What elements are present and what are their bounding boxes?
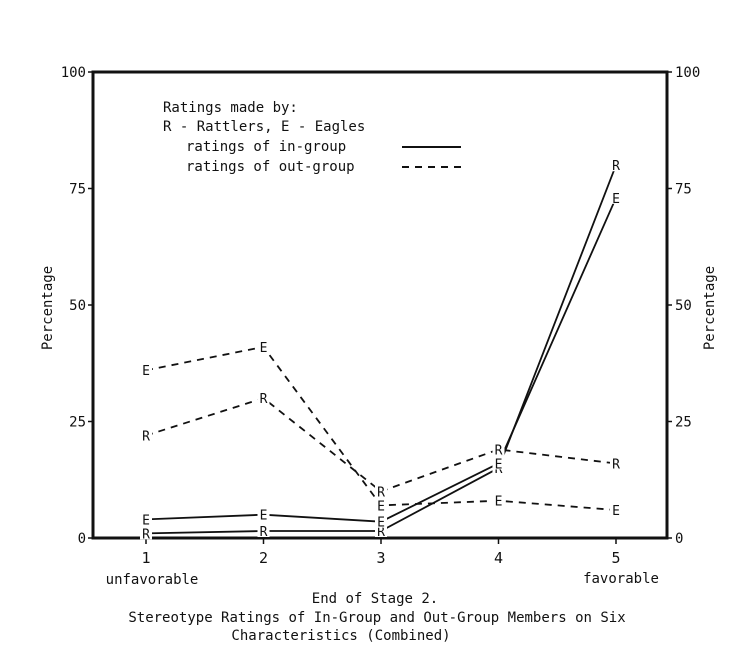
marker-backdrop (257, 338, 270, 353)
x-tick-label: 3 (376, 549, 385, 567)
marker-backdrop (140, 511, 152, 526)
y-tick-label-right: 75 (675, 182, 692, 198)
data-marker-R: R (142, 429, 150, 444)
marker-backdrop (492, 492, 505, 507)
marker-backdrop (375, 483, 387, 498)
series-line-R-solid (145, 164, 617, 535)
chart-title: Stereotype Ratings of In-Group and Out-G… (128, 610, 625, 626)
marker-backdrop (610, 455, 622, 470)
marker-backdrop (610, 189, 622, 204)
y-tick-label-right: 25 (675, 415, 692, 431)
x-tick-label: 5 (611, 549, 620, 567)
data-marker-E: E (142, 513, 150, 528)
x-tick-label: 2 (259, 549, 268, 567)
series-line-E-solid (145, 197, 617, 523)
marker-backdrop (375, 497, 387, 512)
marker-backdrop (257, 506, 270, 521)
data-marker-R: R (142, 527, 150, 542)
marker-backdrop (257, 390, 270, 405)
legend-key: R - Rattlers, E - Eagles (163, 119, 365, 135)
data-marker-E: E (260, 509, 268, 524)
data-marker-E: E (142, 364, 150, 379)
x-label-favorable: favorable (583, 571, 659, 587)
data-marker-E: E (495, 495, 503, 510)
data-marker-E: E (612, 504, 620, 519)
series-line-R-dashed (145, 397, 617, 493)
data-marker-R: R (377, 525, 385, 540)
y-tick-label-left: 75 (69, 182, 86, 198)
data-marker-R: R (377, 485, 385, 500)
y-tick-label-right: 0 (675, 531, 683, 547)
data-marker-R: R (495, 462, 503, 477)
y-tick-label-left: 25 (69, 415, 86, 431)
data-marker-R: R (612, 457, 620, 472)
x-tick-label: 4 (494, 549, 503, 567)
data-marker-E: E (377, 516, 385, 531)
marker-backdrop (492, 455, 505, 470)
marker-backdrop (140, 525, 152, 540)
legend-in-group-label: ratings of in-group (186, 139, 346, 155)
data-marker-R: R (495, 443, 503, 458)
data-marker-R: R (260, 392, 268, 407)
y-tick-label-left: 50 (69, 298, 86, 314)
data-marker-E: E (495, 457, 503, 472)
y-tick-label-right: 50 (675, 298, 692, 314)
legend: Ratings made by: R - Rattlers, E - Eagle… (163, 100, 461, 175)
marker-backdrop (375, 513, 387, 528)
x-tick-label: 1 (141, 549, 150, 567)
marker-backdrop (140, 427, 152, 442)
marker-backdrop (610, 157, 622, 172)
plot-frame (91, 70, 669, 540)
y-tick-label-right: 100 (675, 65, 700, 81)
marker-backdrop (257, 523, 270, 538)
legend-heading: Ratings made by: (163, 100, 298, 116)
x-label-unfavorable: unfavorable (106, 572, 199, 588)
chart-title-line2: Characteristics (Combined) (231, 628, 450, 644)
y-axis-label-right: Percentage (702, 266, 718, 350)
y-tick-label-left: 100 (61, 65, 86, 81)
data-marker-E: E (612, 192, 620, 207)
marker-backdrop (140, 362, 152, 377)
y-tick-label-left: 0 (78, 531, 86, 547)
y-axis-ticks: 0 0 25 25 50 50 75 75 100 100 (61, 65, 701, 547)
data-marker-R: R (612, 159, 620, 174)
marker-backdrop (610, 502, 622, 517)
data-marker-R: R (260, 525, 268, 540)
y-axis-label-left: Percentage (40, 266, 56, 350)
data-marker-E: E (377, 499, 385, 514)
legend-out-group-label: ratings of out-group (186, 159, 355, 175)
marker-backdrop (492, 441, 505, 456)
x-axis-label: End of Stage 2. (312, 591, 438, 607)
data-marker-E: E (260, 341, 268, 356)
x-axis-ticks: 1 2 3 4 5 (141, 538, 621, 567)
